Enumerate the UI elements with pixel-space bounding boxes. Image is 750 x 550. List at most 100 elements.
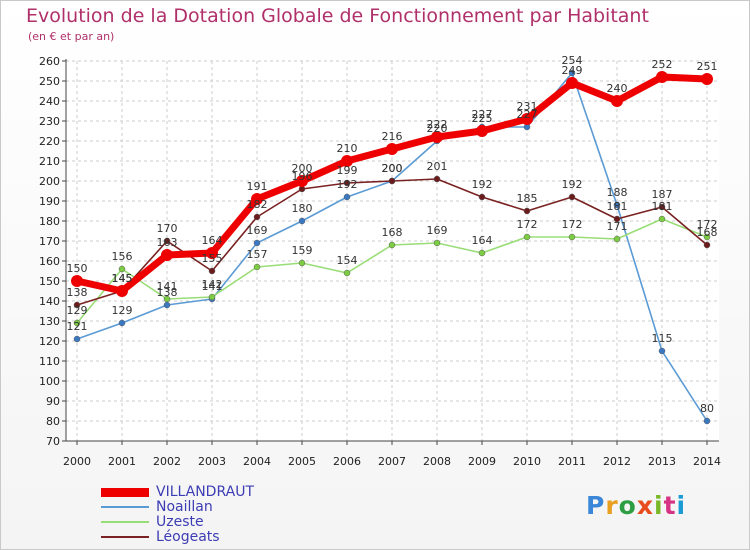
y-tick-label: 200 bbox=[39, 175, 60, 188]
data-label-noaillan: 180 bbox=[292, 202, 313, 215]
data-label-uzeste: 157 bbox=[247, 248, 268, 261]
data-label-leogeats: 182 bbox=[247, 198, 268, 211]
data-label-uzeste: 172 bbox=[517, 218, 538, 231]
point-leogeats bbox=[478, 193, 486, 201]
point-leogeats bbox=[658, 203, 666, 211]
point-uzeste bbox=[208, 293, 216, 301]
data-labels: 150 145 163 164 191 200 210 216 222 225 231 249 240 2… bbox=[67, 54, 718, 415]
x-tick-label: 2008 bbox=[423, 455, 451, 468]
y-tick-label: 70 bbox=[46, 435, 60, 448]
legend-label-villandraut: VILLANDRAUT bbox=[156, 484, 254, 500]
y-tick-label: 100 bbox=[39, 375, 60, 388]
point-leogeats bbox=[208, 267, 216, 275]
data-label-villandraut: 200 bbox=[292, 162, 313, 175]
data-label-uzeste: 181 bbox=[652, 200, 673, 213]
data-label-leogeats: 138 bbox=[67, 286, 88, 299]
legend-label-uzeste: Uzeste bbox=[156, 514, 204, 530]
data-label-uzeste: 172 bbox=[562, 218, 583, 231]
point-uzeste bbox=[73, 319, 81, 327]
x-tick-label: 2006 bbox=[333, 455, 361, 468]
data-label-noaillan: 200 bbox=[382, 162, 403, 175]
data-label-leogeats: 181 bbox=[607, 200, 628, 213]
point-villandraut bbox=[431, 131, 443, 143]
data-label-leogeats: 187 bbox=[652, 188, 673, 201]
data-label-leogeats: 192 bbox=[562, 178, 583, 191]
data-label-uzeste: 168 bbox=[382, 226, 403, 239]
point-uzeste bbox=[658, 215, 666, 223]
data-label-uzeste: 172 bbox=[697, 218, 718, 231]
logo-letter: o bbox=[618, 491, 637, 520]
x-tick-label: 2014 bbox=[693, 455, 721, 468]
y-tick-label: 190 bbox=[39, 195, 60, 208]
data-label-villandraut: 251 bbox=[697, 60, 718, 73]
data-label-uzeste: 141 bbox=[157, 280, 178, 293]
logo-letter: t bbox=[663, 491, 677, 520]
y-tick-label: 220 bbox=[39, 135, 60, 148]
data-label-noaillan: 138 bbox=[157, 286, 178, 299]
y-tick-label: 130 bbox=[39, 315, 60, 328]
point-villandraut bbox=[116, 285, 128, 297]
y-tick-label: 250 bbox=[39, 75, 60, 88]
data-label-noaillan: 80 bbox=[700, 402, 714, 415]
point-leogeats bbox=[568, 193, 576, 201]
legend-swatch-villandraut bbox=[101, 488, 149, 497]
point-villandraut bbox=[71, 275, 83, 287]
chart-title: Evolution de la Dotation Globale de Fonc… bbox=[26, 5, 649, 27]
logo-letter: i bbox=[676, 491, 687, 520]
data-label-villandraut: 145 bbox=[112, 272, 133, 285]
point-leogeats bbox=[253, 213, 261, 221]
point-noaillan bbox=[118, 319, 126, 327]
y-tick-label: 170 bbox=[39, 235, 60, 248]
x-tick-label: 2002 bbox=[153, 455, 181, 468]
point-uzeste bbox=[298, 259, 306, 267]
point-villandraut bbox=[521, 113, 533, 125]
series-lines bbox=[71, 69, 713, 425]
x-tick-label: 2001 bbox=[108, 455, 136, 468]
y-tick-label: 160 bbox=[39, 255, 60, 268]
data-label-villandraut: 231 bbox=[517, 100, 538, 113]
legend-label-leogeats: Léogeats bbox=[156, 529, 220, 545]
logo-letter: P bbox=[586, 491, 606, 520]
proxiti-logo: Proxiti bbox=[586, 491, 686, 520]
y-tick-label: 80 bbox=[46, 415, 60, 428]
x-tick-label: 2009 bbox=[468, 455, 496, 468]
x-tick-label: 2011 bbox=[558, 455, 586, 468]
point-uzeste bbox=[523, 233, 531, 241]
point-noaillan bbox=[658, 347, 666, 355]
point-villandraut bbox=[161, 249, 173, 261]
point-noaillan bbox=[703, 417, 711, 425]
point-noaillan bbox=[613, 201, 621, 209]
point-villandraut bbox=[611, 95, 623, 107]
data-label-villandraut: 249 bbox=[562, 64, 583, 77]
point-noaillan bbox=[568, 69, 576, 77]
point-uzeste bbox=[163, 295, 171, 303]
x-tick-label: 2012 bbox=[603, 455, 631, 468]
data-label-noaillan: 220 bbox=[427, 122, 448, 135]
point-leogeats bbox=[343, 179, 351, 187]
data-label-noaillan: 227 bbox=[472, 108, 493, 121]
point-noaillan bbox=[73, 335, 81, 343]
chart-subtitle: (en € et par an) bbox=[28, 30, 115, 43]
point-uzeste bbox=[118, 265, 126, 273]
point-leogeats bbox=[163, 237, 171, 245]
data-label-uzeste: 169 bbox=[427, 224, 448, 237]
logo-letter: x bbox=[636, 491, 654, 520]
data-label-leogeats: 155 bbox=[202, 252, 223, 265]
point-villandraut bbox=[566, 77, 578, 89]
data-label-villandraut: 191 bbox=[247, 180, 268, 193]
point-leogeats bbox=[523, 207, 531, 215]
data-label-leogeats: 192 bbox=[472, 178, 493, 191]
data-label-uzeste: 159 bbox=[292, 244, 313, 257]
point-noaillan bbox=[298, 217, 306, 225]
y-tick-label: 110 bbox=[39, 355, 60, 368]
data-label-leogeats: 199 bbox=[337, 164, 358, 177]
x-tick-label: 2010 bbox=[513, 455, 541, 468]
data-label-uzeste: 156 bbox=[112, 250, 133, 263]
data-label-villandraut: 210 bbox=[337, 142, 358, 155]
x-tick-label: 2004 bbox=[243, 455, 271, 468]
point-uzeste bbox=[253, 263, 261, 271]
data-label-noaillan: 192 bbox=[337, 178, 358, 191]
x-tick-label: 2007 bbox=[378, 455, 406, 468]
